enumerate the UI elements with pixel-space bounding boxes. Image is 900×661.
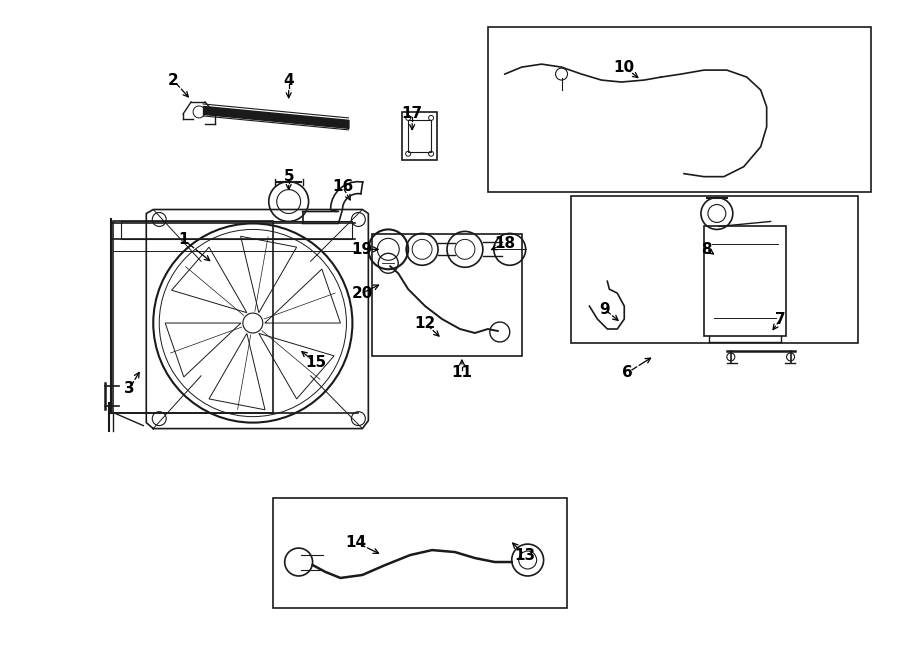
Text: 1: 1 xyxy=(178,232,188,247)
Bar xyxy=(704,227,786,336)
Text: 8: 8 xyxy=(702,242,712,257)
Bar xyxy=(373,235,522,356)
Bar xyxy=(409,120,431,152)
Bar xyxy=(273,498,566,608)
Bar xyxy=(488,27,871,192)
Text: 18: 18 xyxy=(494,236,516,251)
Bar xyxy=(113,221,273,412)
Text: 12: 12 xyxy=(415,315,436,330)
Text: 7: 7 xyxy=(775,311,786,327)
Bar xyxy=(402,112,437,160)
Text: 3: 3 xyxy=(124,381,135,396)
Text: 9: 9 xyxy=(599,301,609,317)
Text: 13: 13 xyxy=(514,547,536,563)
Text: 2: 2 xyxy=(167,73,178,87)
Text: 17: 17 xyxy=(401,106,423,122)
Text: 20: 20 xyxy=(352,286,374,301)
Text: 4: 4 xyxy=(284,73,294,87)
Text: 6: 6 xyxy=(622,366,633,380)
Text: 5: 5 xyxy=(284,169,294,184)
Text: 14: 14 xyxy=(345,535,366,549)
Text: 19: 19 xyxy=(352,242,373,257)
Text: 15: 15 xyxy=(305,356,326,370)
Text: 11: 11 xyxy=(452,366,472,380)
Text: 16: 16 xyxy=(332,179,353,194)
Bar xyxy=(572,196,859,343)
Text: 10: 10 xyxy=(614,59,634,75)
Bar xyxy=(122,221,353,239)
